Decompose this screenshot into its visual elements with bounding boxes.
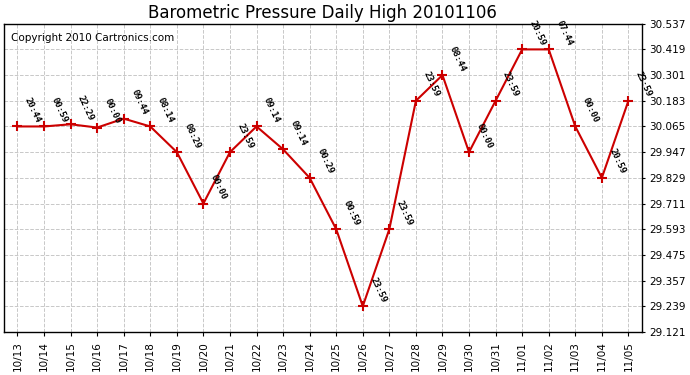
Text: 20:59: 20:59 bbox=[607, 147, 627, 176]
Text: 00:59: 00:59 bbox=[342, 199, 362, 227]
Text: Copyright 2010 Cartronics.com: Copyright 2010 Cartronics.com bbox=[10, 33, 174, 43]
Text: 08:14: 08:14 bbox=[156, 96, 175, 124]
Text: 23:59: 23:59 bbox=[422, 70, 441, 99]
Text: 08:44: 08:44 bbox=[448, 45, 468, 73]
Text: 23:59: 23:59 bbox=[235, 122, 255, 150]
Text: 23:59: 23:59 bbox=[368, 276, 388, 304]
Text: 23:59: 23:59 bbox=[395, 199, 415, 227]
Text: 00:00: 00:00 bbox=[475, 122, 494, 150]
Text: 20:44: 20:44 bbox=[23, 96, 43, 124]
Text: 20:59: 20:59 bbox=[528, 19, 547, 47]
Text: 00:00: 00:00 bbox=[209, 173, 228, 201]
Text: 23:59: 23:59 bbox=[634, 70, 653, 99]
Text: 00:59: 00:59 bbox=[50, 96, 69, 124]
Text: 00:00: 00:00 bbox=[103, 97, 122, 125]
Text: 08:29: 08:29 bbox=[182, 122, 202, 150]
Text: 09:44: 09:44 bbox=[129, 88, 149, 117]
Text: 23:59: 23:59 bbox=[501, 70, 521, 99]
Text: 22:29: 22:29 bbox=[76, 94, 96, 122]
Title: Barometric Pressure Daily High 20101106: Barometric Pressure Daily High 20101106 bbox=[148, 4, 497, 22]
Text: 09:14: 09:14 bbox=[262, 96, 282, 124]
Text: 07:44: 07:44 bbox=[554, 19, 574, 47]
Text: 09:14: 09:14 bbox=[288, 119, 308, 147]
Text: 00:29: 00:29 bbox=[315, 147, 335, 176]
Text: 00:00: 00:00 bbox=[581, 96, 600, 124]
